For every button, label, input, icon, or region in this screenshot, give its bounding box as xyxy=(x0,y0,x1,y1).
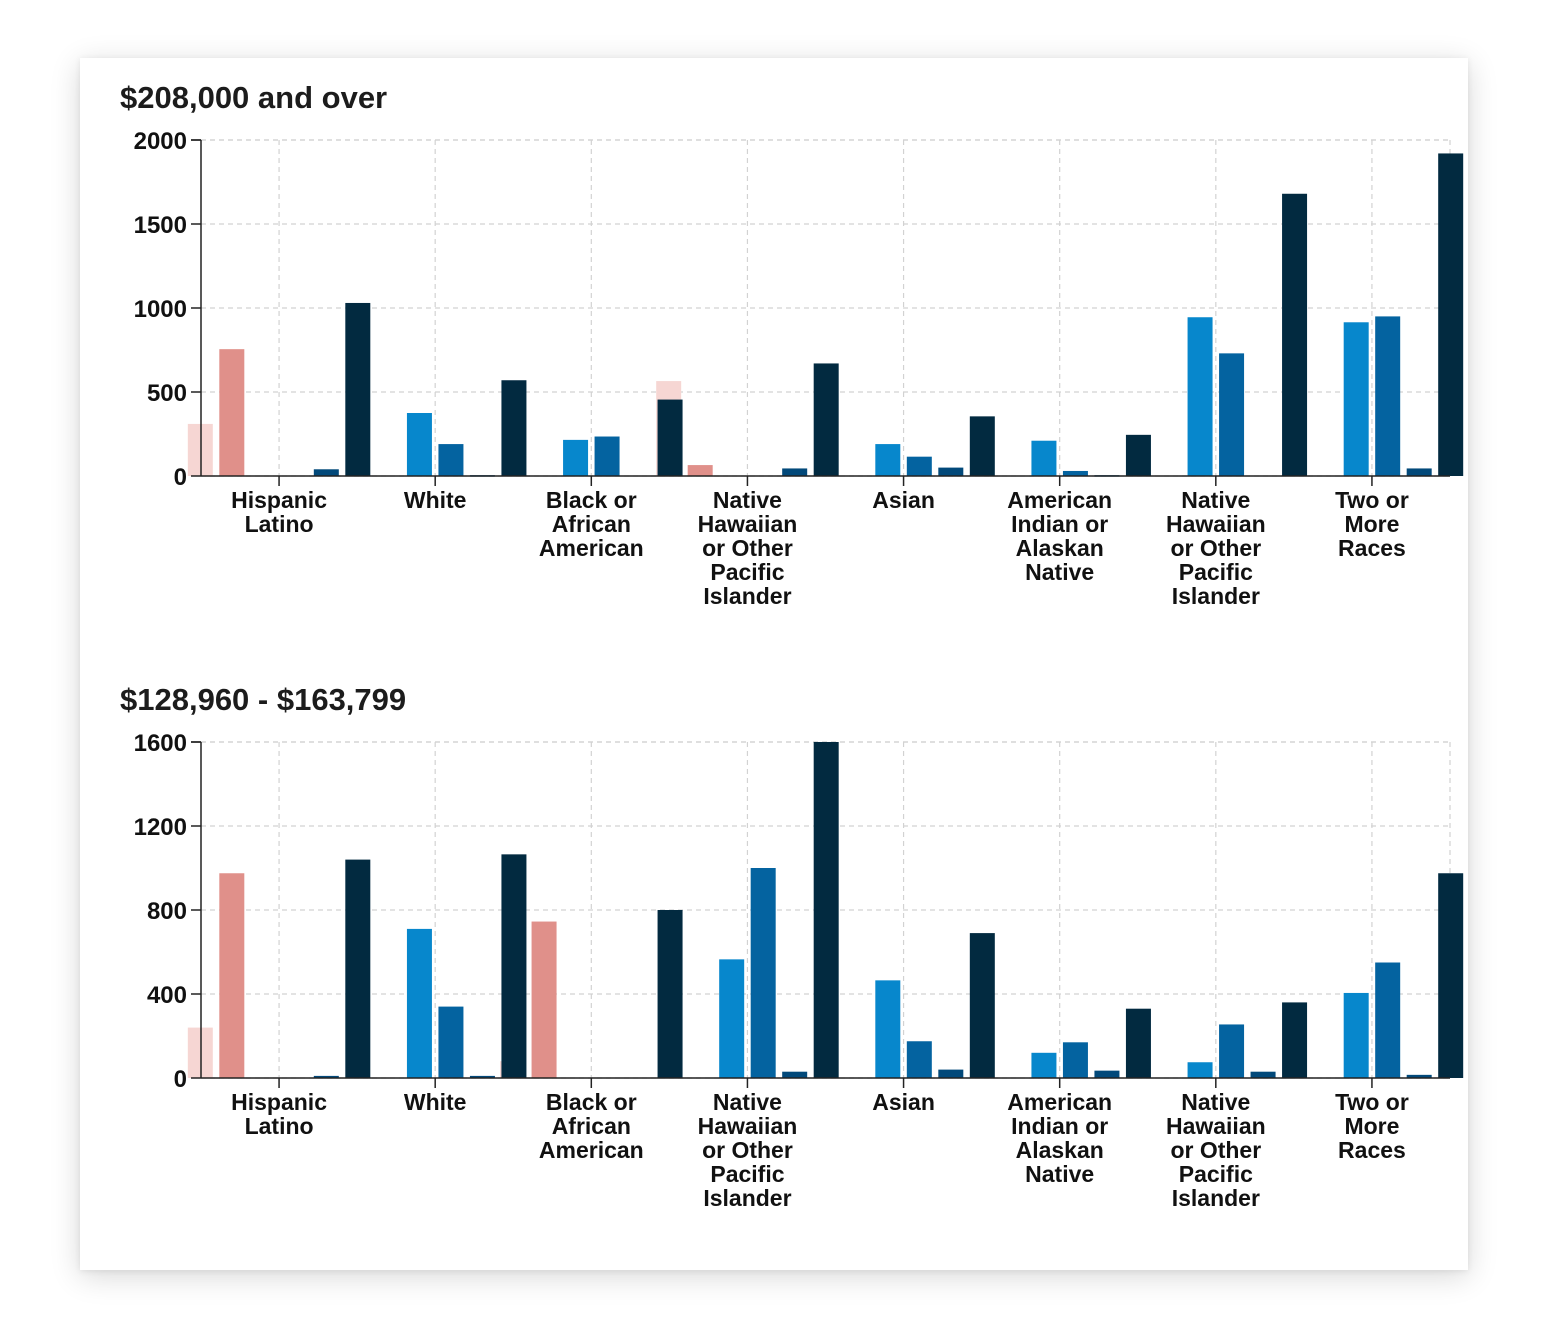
bar xyxy=(750,868,776,1078)
bar xyxy=(1282,1002,1308,1078)
bar xyxy=(219,349,245,476)
bar xyxy=(1062,470,1088,476)
bar xyxy=(469,1075,495,1078)
x-tick-label: Black or African American xyxy=(539,1089,644,1163)
bar xyxy=(1343,992,1369,1078)
bar xyxy=(813,363,839,476)
x-tick-label: White xyxy=(404,1089,467,1115)
chart-title: $208,000 and over xyxy=(120,80,388,115)
bar xyxy=(406,413,432,476)
bar xyxy=(219,873,245,1078)
bar xyxy=(563,439,589,476)
bar xyxy=(938,467,964,476)
bar xyxy=(1282,193,1308,476)
bar xyxy=(1375,316,1401,476)
bar xyxy=(657,399,683,476)
x-tick-label: Asian xyxy=(872,1089,935,1115)
bar xyxy=(906,1041,932,1078)
x-tick-label: American Indian or Alaskan Native xyxy=(1007,487,1112,585)
bar xyxy=(969,933,995,1078)
x-tick-label: Two or More Races xyxy=(1335,487,1409,561)
bar xyxy=(938,1069,964,1078)
bar xyxy=(406,928,432,1078)
bar xyxy=(875,444,901,476)
bar xyxy=(1406,1074,1432,1078)
bar xyxy=(345,859,371,1078)
bar xyxy=(531,921,557,1078)
x-tick-label: Native Hawaiian or Other Pacific Islander xyxy=(1166,487,1266,609)
bar-chart-128960-163799: 0 400 800 1200 1600 Hispanic Latino White Black … xyxy=(134,730,1464,1211)
bar xyxy=(1031,440,1057,476)
x-tick-label: Native Hawaiian or Other Pacific Islander xyxy=(1166,1089,1266,1211)
bar xyxy=(1343,322,1369,476)
y-tick-label: 2000 xyxy=(134,128,187,155)
bar-chart-208000-and-over: 0 500 1000 1500 2000 Hispanic Latino White Black… xyxy=(134,128,1464,609)
bar xyxy=(1125,1008,1151,1078)
bar xyxy=(1187,1062,1213,1078)
bar xyxy=(782,468,808,476)
bar xyxy=(1438,873,1464,1078)
bar xyxy=(501,854,527,1078)
y-tick-label: 1500 xyxy=(134,212,187,239)
bar xyxy=(813,742,839,1078)
bar xyxy=(438,444,464,476)
x-tick-label: Black or African American xyxy=(539,487,644,561)
y-tick-label: 500 xyxy=(147,380,187,407)
y-tick-label: 1200 xyxy=(134,814,187,841)
bar xyxy=(1438,153,1464,476)
bar xyxy=(594,436,620,476)
bar xyxy=(1219,353,1245,476)
y-tick-label: 400 xyxy=(147,982,187,1009)
bar xyxy=(1250,1071,1276,1078)
charts-card: $208,000 and over 0 500 1000 1500 2000 Hispan… xyxy=(80,58,1468,1270)
y-tick-label: 800 xyxy=(147,898,187,925)
bar xyxy=(1031,1052,1057,1078)
bar xyxy=(1406,468,1432,476)
chart-title: $128,960 - $163,799 xyxy=(120,682,407,717)
x-tick-label: Hispanic Latino xyxy=(231,1089,327,1139)
bar xyxy=(1125,434,1151,476)
x-tick-label: Asian xyxy=(872,487,935,513)
bar xyxy=(313,1075,339,1078)
bar xyxy=(875,980,901,1078)
bar xyxy=(906,456,932,476)
x-tick-label: American Indian or Alaskan Native xyxy=(1007,1089,1112,1187)
bar xyxy=(657,910,683,1078)
y-tick-label: 0 xyxy=(174,1066,187,1093)
bar xyxy=(1062,1042,1088,1078)
x-tick-label: White xyxy=(404,487,467,513)
bar xyxy=(438,1006,464,1078)
bar xyxy=(969,416,995,476)
bar xyxy=(719,959,745,1078)
bar xyxy=(687,465,713,476)
y-tick-label: 1000 xyxy=(134,296,187,323)
bar xyxy=(1219,1024,1245,1078)
bar xyxy=(313,469,339,476)
bar xyxy=(345,302,371,476)
bar xyxy=(1094,1070,1120,1078)
bar xyxy=(782,1071,808,1078)
y-tick-label: 0 xyxy=(174,464,187,491)
x-tick-label: Hispanic Latino xyxy=(231,487,327,537)
x-tick-label: Two or More Races xyxy=(1335,1089,1409,1163)
bar xyxy=(1375,962,1401,1078)
x-tick-label: Native Hawaiian or Other Pacific Islander xyxy=(698,487,798,609)
bar xyxy=(1187,317,1213,476)
y-tick-label: 1600 xyxy=(134,730,187,757)
x-tick-label: Native Hawaiian or Other Pacific Islander xyxy=(698,1089,798,1211)
bar xyxy=(501,380,527,476)
